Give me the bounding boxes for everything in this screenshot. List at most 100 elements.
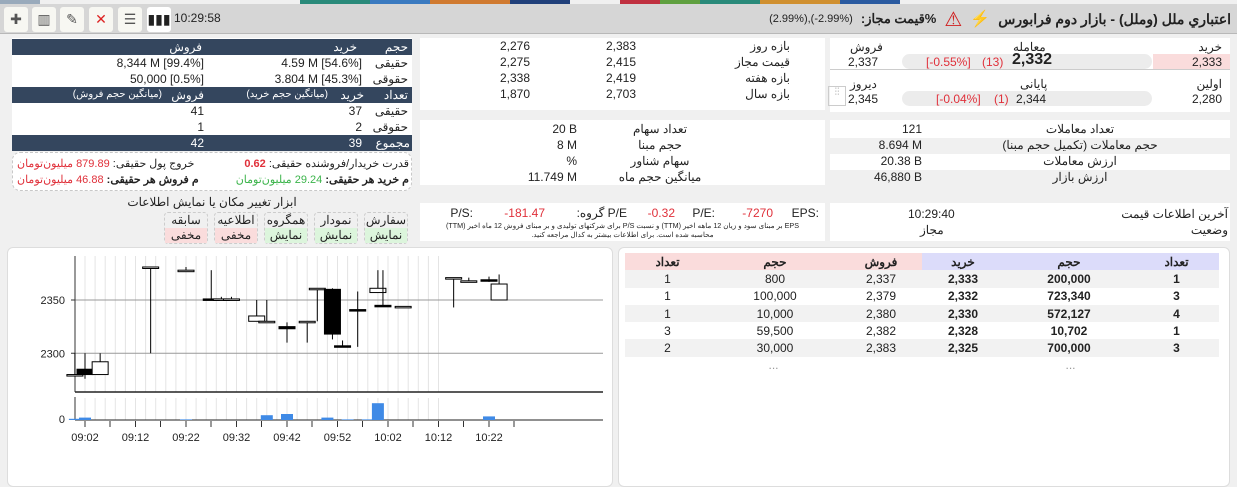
range-high: 2,415 [606, 55, 637, 69]
range-low: 2,338 [500, 71, 531, 85]
range-high: 2,383 [606, 39, 637, 53]
toolbar: ✚ ▥ ✎ ✕ ☰ ▮▮▮ 10:29:58 اعتباري ملل (وملل… [0, 4, 1237, 34]
x-tick-label: 10:12 [425, 432, 453, 444]
candle-body [278, 326, 296, 330]
last-price: 2,332 [1012, 51, 1053, 68]
color-stripe [620, 0, 660, 4]
order-row[interactable]: 3 723,340 2,332 2,379 100,000 1 [625, 287, 1219, 305]
buy-volume: 700,000 [1047, 341, 1091, 356]
status-value: مجاز [920, 223, 944, 237]
first-label: اولین [1196, 77, 1222, 91]
candle-body [323, 288, 341, 335]
outflow-label: خروج پول حقیقی: [112, 158, 195, 170]
allowed-price-value: (2.99%),(-2.99%) [769, 13, 853, 25]
buy-volume: 10,702 [1050, 323, 1088, 338]
col-count: تعداد [383, 88, 408, 102]
sell-value: 8,344 M [99.4%] [116, 56, 204, 70]
x-tick-label: 10:02 [374, 432, 402, 444]
calculator-icon[interactable]: ▥ [32, 7, 56, 32]
bar-chart-icon[interactable]: ▮▮▮ [147, 7, 171, 32]
candle-body [66, 374, 84, 377]
eps-value: -7270 [742, 206, 773, 220]
range-low: 1,870 [500, 87, 531, 101]
volume-bar [260, 415, 273, 420]
buy-count: 1 [1173, 323, 1180, 338]
last-update-time: 10:29:40 [908, 207, 955, 221]
stat-value: 46,880 B [873, 170, 922, 184]
order-row[interactable]: 4 572,127 2,330 2,380 10,000 1 [625, 304, 1219, 323]
volume-bar [68, 418, 81, 420]
close-price: 2,344 [1016, 92, 1047, 106]
order-row[interactable]: 1 200,000 2,333 2,337 800 1 [625, 270, 1219, 288]
summary-box: قدرت خریدار/فروشنده حقیقی: 0.62 خروج پول… [12, 152, 412, 191]
buy-count: 37 [348, 104, 362, 118]
volume-bar [371, 403, 384, 420]
more-row[interactable]: ...... [625, 357, 1219, 374]
volume-bar [79, 417, 91, 420]
share-value: 8 M [556, 138, 577, 152]
buy-value: 3.804 M [45.3%] [274, 72, 362, 86]
sell-price: 2,382 [865, 323, 897, 338]
x-tick-label: 09:42 [273, 432, 301, 444]
outflow-value: 879.89 میلیون‌تومان [17, 158, 110, 170]
candle-body [480, 279, 498, 282]
toggle-3[interactable]: اطلاعیه مخفی [214, 212, 258, 244]
table-row: حقیقی 4.59 M [54.6%] 8,344 M [99.4%] [12, 55, 412, 71]
note-icon[interactable]: ✎ [60, 7, 84, 32]
more-buy: ... [1065, 358, 1076, 373]
candle-body [374, 304, 392, 308]
toggle-1[interactable]: نمودار نمایش [314, 212, 358, 244]
range-label: بازه روز [750, 39, 790, 53]
order-row[interactable]: 3 700,000 2,325 2,383 30,000 2 [625, 339, 1219, 357]
warning-icon[interactable]: ⚠ [944, 8, 963, 31]
range-high: 2,703 [606, 87, 637, 101]
best-sell: 2,337 [848, 55, 879, 69]
candle-body [369, 287, 387, 294]
sell-count: 2 [664, 341, 671, 356]
volume-bar [341, 419, 354, 420]
buy-count: 1 [1173, 271, 1180, 286]
layout-tool: ابزار تغییر مکان یا نمایش اطلاعات [12, 193, 412, 245]
sell-total: 42 [190, 136, 204, 150]
plus-icon[interactable]: ✚ [4, 7, 28, 32]
toggle-state: مخفی [215, 228, 257, 243]
trade-info: خرید 2,333 معامله 2,332 (13) [-0.55%] فر… [828, 38, 1230, 112]
buy-volume: 572,127 [1047, 306, 1091, 321]
sell-count: 1 [197, 120, 204, 134]
color-stripe [300, 0, 370, 4]
col-sell-volume: حجم [710, 253, 840, 271]
candle-body [460, 280, 478, 283]
clock: 10:29:58 [174, 11, 221, 25]
toggle-4[interactable]: سابقه مخفی [164, 212, 208, 244]
sell-count: 41 [190, 104, 204, 118]
candle-body [445, 277, 463, 280]
equalizer-icon[interactable]: ⫶⫶ [828, 86, 846, 106]
sell-volume: 59,500 [756, 323, 794, 338]
last-update-label: آخرین اطلاعات قیمت [1121, 207, 1228, 221]
col-sell: فروش [171, 88, 204, 102]
toggle-0[interactable]: سفارش نمایش [364, 212, 408, 244]
sell-count: 1 [664, 271, 671, 286]
list-icon[interactable]: ☰ [118, 7, 142, 32]
sell-price: 2,383 [865, 341, 897, 356]
sell-volume: 30,000 [756, 341, 794, 356]
col-sell-price: فروش [840, 253, 922, 271]
table-row: حقیقی 37 41 [12, 103, 412, 119]
chart-cross-icon[interactable]: ✕ [89, 7, 113, 32]
x-tick-label: 09:32 [223, 432, 251, 444]
close-change: (1) [994, 92, 1009, 106]
x-tick-label: 09:02 [71, 432, 99, 444]
sell-price: 2,380 [865, 306, 897, 321]
candle-body [76, 368, 94, 376]
stat-value: 121 [901, 122, 922, 136]
candlestick-chart[interactable]: 2300 2350 0 09:02 09:12 09:22 09:32 09:42 09:52 1… [0, 0, 620, 487]
lightning-icon[interactable]: ⚡ [970, 11, 991, 28]
avg-sell-label: م فروش هر حقیقی: [106, 174, 199, 186]
order-book: تعداد حجم خرید فروش حجم تعداد 1 200,000 2,… [625, 253, 1219, 374]
price-ranges [420, 38, 825, 110]
order-row[interactable]: 1 10,702 2,328 2,382 59,500 3 [625, 322, 1219, 340]
x-tick-label: 09:52 [324, 432, 352, 444]
toggle-2[interactable]: همگروه نمایش [264, 212, 308, 244]
layout-tool-title: ابزار تغییر مکان یا نمایش اطلاعات [127, 195, 297, 209]
ps-label: P/S: [450, 206, 473, 220]
